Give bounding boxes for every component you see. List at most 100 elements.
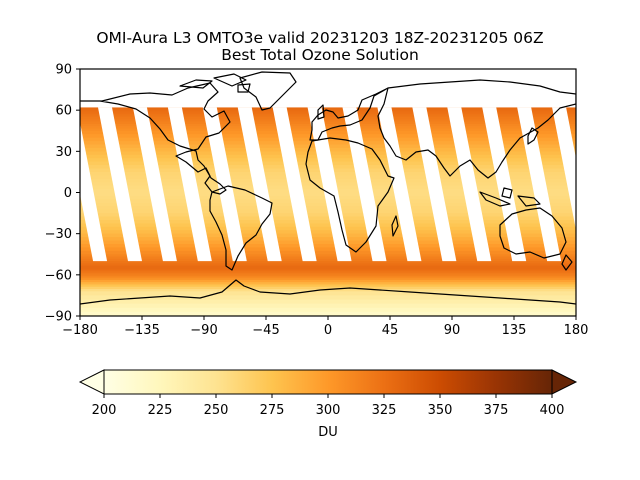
ozone-band bbox=[80, 115, 576, 118]
ozone-band bbox=[80, 303, 576, 309]
coastline-europe bbox=[309, 87, 389, 141]
x-tick-label: 0 bbox=[324, 323, 332, 338]
coastline-asia bbox=[377, 79, 576, 179]
coastline-arctic-islands bbox=[179, 73, 251, 93]
colorbar-tick-label: 250 bbox=[204, 403, 229, 418]
colorbar-tick-label: 225 bbox=[148, 403, 173, 418]
orbit-gap bbox=[98, 107, 142, 262]
orbit-gap bbox=[342, 107, 387, 262]
ozone-band bbox=[80, 277, 576, 281]
y-tick-label: 60 bbox=[55, 104, 72, 119]
ozone-band bbox=[80, 250, 576, 255]
x-tick-label: 45 bbox=[382, 323, 399, 338]
ozone-band bbox=[80, 107, 576, 110]
colorbar-body bbox=[103, 369, 553, 395]
ozone-band bbox=[80, 263, 576, 267]
ozone-band bbox=[80, 223, 576, 228]
y-tick-label: −60 bbox=[45, 268, 72, 283]
ozone-band bbox=[80, 289, 576, 292]
colorbar-tick-label: 400 bbox=[540, 403, 565, 418]
ozone-band bbox=[80, 123, 576, 127]
colorbar-tick-label: 350 bbox=[428, 403, 453, 418]
ozone-band bbox=[80, 261, 576, 264]
coastline-africa bbox=[305, 137, 395, 253]
colorbar-tick-label: 275 bbox=[260, 403, 285, 418]
orbit-gap-swaths bbox=[80, 107, 640, 262]
ozone-band bbox=[80, 110, 576, 113]
ozone-band bbox=[80, 113, 576, 117]
ozone-band bbox=[80, 282, 576, 286]
ozone-band bbox=[80, 233, 576, 238]
chart-subtitle: Best Total Ozone Solution bbox=[221, 46, 419, 64]
orbit-gap bbox=[622, 107, 640, 261]
orbit-gap bbox=[272, 107, 317, 262]
ozone-band bbox=[80, 271, 576, 274]
orbit-gap bbox=[482, 107, 527, 262]
ozone-band bbox=[80, 275, 576, 279]
ozone-band bbox=[80, 130, 576, 135]
ozone-band bbox=[80, 307, 576, 313]
ozone-band bbox=[80, 226, 576, 231]
ozone-band bbox=[80, 121, 576, 125]
orbit-gap bbox=[202, 107, 247, 262]
ozone-band bbox=[80, 284, 576, 288]
ozone-band bbox=[80, 311, 576, 316]
colorbar-tick-label: 325 bbox=[372, 403, 397, 418]
y-tick-label: −30 bbox=[45, 227, 72, 242]
x-tick-label: 90 bbox=[444, 323, 461, 338]
ozone-band bbox=[80, 279, 576, 283]
coastline-japan bbox=[527, 127, 539, 145]
ozone-band bbox=[80, 119, 576, 123]
ozone-band bbox=[80, 117, 576, 120]
ozone-band bbox=[80, 247, 576, 252]
ozone-band bbox=[80, 299, 576, 305]
colorbar-extend-low bbox=[78, 369, 105, 395]
coastline-great-britain bbox=[317, 104, 325, 120]
orbit-gap bbox=[132, 107, 177, 262]
orbit-gap bbox=[587, 107, 631, 261]
colorbar-label: DU bbox=[318, 425, 338, 440]
coastline-antarctica bbox=[80, 279, 576, 305]
colorbar-extend-high bbox=[551, 369, 578, 395]
coastline-indonesia bbox=[479, 187, 541, 207]
y-tick-label: 90 bbox=[55, 63, 72, 78]
orbit-gap bbox=[80, 122, 108, 262]
y-tick-label: 30 bbox=[55, 145, 72, 160]
orbit-gap bbox=[552, 107, 576, 230]
ozone-band bbox=[80, 295, 576, 301]
colorbar-tick-label: 300 bbox=[316, 403, 341, 418]
y-axis: 90 60 30 0 −30 −60 −90 bbox=[45, 63, 80, 325]
ozone-band bbox=[80, 286, 576, 290]
coastlines bbox=[80, 71, 576, 305]
ozone-band bbox=[80, 240, 576, 245]
ozone-band bbox=[80, 256, 576, 260]
ozone-band bbox=[80, 269, 576, 272]
coastline-north-america bbox=[80, 82, 231, 195]
coastline-greenland bbox=[239, 71, 297, 111]
colorbar-tick-label: 200 bbox=[92, 403, 117, 418]
ozone-band bbox=[80, 274, 576, 277]
coastline-australia bbox=[499, 207, 567, 259]
x-axis: −180 −135 −90 −45 0 45 90 135 180 bbox=[62, 316, 588, 338]
ozone-band bbox=[80, 291, 576, 297]
ozone-band bbox=[80, 272, 576, 275]
map-plot-area bbox=[80, 71, 640, 316]
ozone-band bbox=[80, 216, 576, 221]
orbit-gap bbox=[412, 107, 457, 262]
colorbar-tick-label: 375 bbox=[484, 403, 509, 418]
x-tick-label: −45 bbox=[252, 323, 279, 338]
y-tick-label: −90 bbox=[45, 310, 72, 325]
ozone-band bbox=[80, 137, 576, 142]
ozone-band bbox=[80, 265, 576, 269]
x-tick-label: −135 bbox=[124, 323, 160, 338]
ozone-band bbox=[80, 219, 576, 224]
ozone-band bbox=[80, 237, 576, 242]
y-tick-label: 0 bbox=[64, 186, 72, 201]
x-tick-label: 180 bbox=[564, 323, 589, 338]
ozone-band bbox=[80, 267, 576, 271]
ozone-band bbox=[80, 126, 576, 130]
ozone-band bbox=[80, 112, 576, 115]
x-tick-label: 135 bbox=[502, 323, 527, 338]
colorbar: 200 225 250 275 300 325 350 375 400 bbox=[78, 369, 578, 418]
